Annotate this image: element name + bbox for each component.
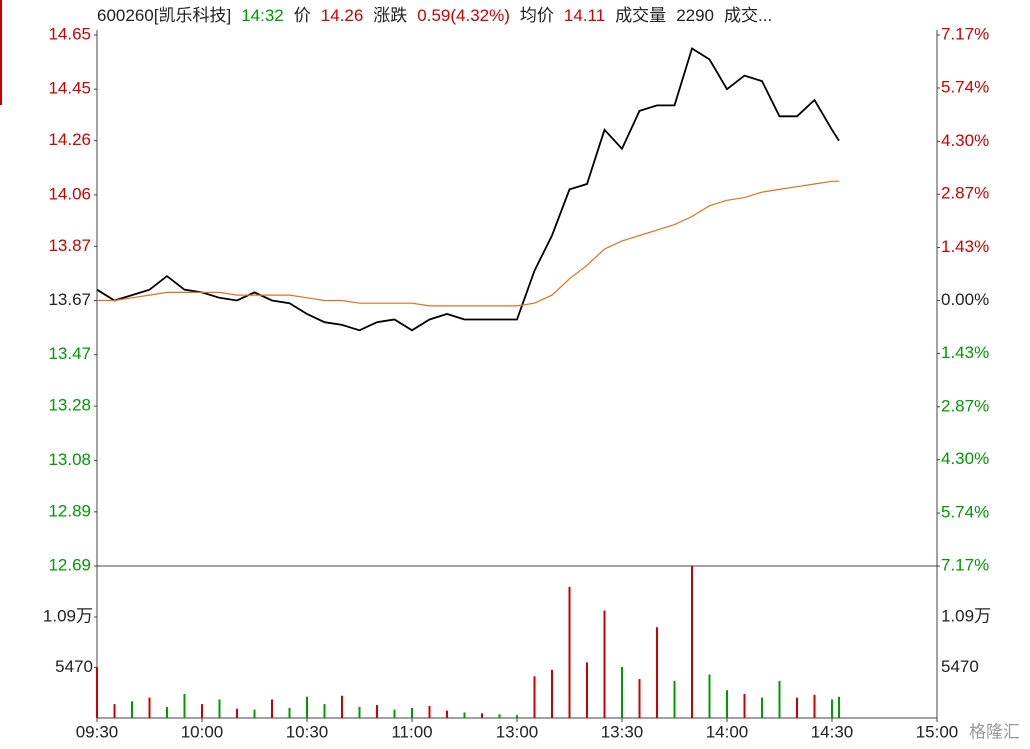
volume-tick-label: 5470 xyxy=(941,657,979,676)
volume-bar xyxy=(586,662,588,718)
volume-tick-label: 1.09万 xyxy=(43,607,93,626)
volume-bar xyxy=(113,704,116,718)
y2-tick-label: 7.17% xyxy=(941,555,989,574)
y-tick-label: 14.06 xyxy=(48,184,91,203)
y-tick-label: 12.69 xyxy=(48,555,91,574)
header: 600260[凯乐科技] 14:32 价 14.26 涨跌 0.59(4.32%) 均价 14… xyxy=(97,6,772,25)
volume-bar xyxy=(481,713,483,718)
y-tick-label: 13.08 xyxy=(48,450,91,469)
y2-tick-label: 1.43% xyxy=(941,237,989,256)
y-tick-label: 14.26 xyxy=(48,130,91,149)
volume-bar xyxy=(603,610,606,718)
volume-bar xyxy=(498,714,501,718)
x-tick-label: 15:00 xyxy=(916,722,959,741)
header-item: 0.59(4.32%) xyxy=(417,6,510,25)
volume-bar xyxy=(166,706,168,718)
volume-bar xyxy=(236,708,238,718)
header-item: 2290 xyxy=(676,6,714,25)
volume-bar xyxy=(393,709,396,718)
y-tick-label: 13.87 xyxy=(48,236,91,255)
y2-tick-label: 5.74% xyxy=(941,77,989,96)
volume-bar xyxy=(376,705,378,718)
volume-bar xyxy=(323,704,326,718)
header-item: 成交... xyxy=(724,6,772,25)
volume-bar xyxy=(96,667,98,718)
y2-tick-label: 5.74% xyxy=(941,503,989,522)
volume-bar xyxy=(761,697,763,718)
volume-bar xyxy=(288,707,291,718)
volume-bar xyxy=(341,695,343,718)
volume-bar xyxy=(218,699,221,718)
x-tick-label: 14:00 xyxy=(706,722,749,741)
volume-bar xyxy=(516,715,518,718)
header-item: 成交量 xyxy=(615,6,666,25)
volume-bar xyxy=(673,680,676,718)
volume-bar xyxy=(201,704,203,718)
volume-bar xyxy=(306,696,308,718)
volume-bar xyxy=(271,699,273,718)
y2-tick-label: 4.30% xyxy=(941,131,989,150)
x-tick-label: 09:30 xyxy=(76,722,119,741)
volume-bar xyxy=(743,693,746,718)
y2-tick-label: 0.00% xyxy=(941,290,989,309)
header-item: 600260[凯乐科技] xyxy=(97,6,231,25)
volume-bar xyxy=(708,674,711,718)
volume-bar xyxy=(778,680,781,718)
y2-tick-label: 2.87% xyxy=(941,396,989,415)
x-tick-label: 10:00 xyxy=(181,722,224,741)
header-item: 14.26 xyxy=(321,6,364,25)
volume-bar xyxy=(691,566,693,718)
y-tick-label: 14.45 xyxy=(48,79,91,98)
x-tick-label: 11:00 xyxy=(391,722,432,741)
volume-bar xyxy=(358,706,361,718)
header-item: 14.11 xyxy=(564,6,605,25)
volume-bar xyxy=(838,696,840,718)
volume-bar xyxy=(568,586,571,718)
x-tick-label: 10:30 xyxy=(286,722,329,741)
volume-bar xyxy=(551,669,553,718)
volume-tick-label: 5470 xyxy=(55,657,93,676)
y2-tick-label: 4.30% xyxy=(941,449,989,468)
volume-tick-label: 1.09万 xyxy=(941,607,991,626)
price-line xyxy=(97,180,839,307)
y2-tick-label: 7.17% xyxy=(941,24,989,43)
volume-bar xyxy=(621,667,623,718)
volume-bar xyxy=(533,676,536,718)
y2-tick-label: 2.87% xyxy=(941,184,989,203)
volume-bar xyxy=(638,679,641,718)
volume-bar xyxy=(446,710,448,718)
volume-bar xyxy=(656,627,658,718)
volume-bar xyxy=(463,712,466,718)
header-item: 均价 xyxy=(520,6,554,25)
watermark: 格隆汇 xyxy=(969,722,1020,741)
y2-tick-label: 1.43% xyxy=(941,343,989,362)
header-item: 价 xyxy=(294,6,311,25)
x-tick-label: 14:30 xyxy=(811,722,854,741)
volume-bar xyxy=(813,694,816,718)
y-tick-label: 13.28 xyxy=(48,396,91,415)
volume-bar xyxy=(831,699,833,718)
y-tick-label: 13.67 xyxy=(48,290,91,309)
volume-bar xyxy=(411,707,413,718)
header-item: 14:32 xyxy=(241,6,284,25)
y-tick-label: 13.47 xyxy=(48,344,91,363)
volume-bar xyxy=(131,701,133,718)
x-tick-label: 13:30 xyxy=(601,722,644,741)
volume-bar xyxy=(428,705,431,718)
y-tick-label: 12.89 xyxy=(48,501,91,520)
volume-bar xyxy=(183,693,186,718)
header-item: 涨跌 xyxy=(373,6,407,25)
y-tick-label: 14.65 xyxy=(48,24,91,43)
volume-bar xyxy=(253,709,256,718)
price-line xyxy=(96,47,840,332)
volume-bar xyxy=(148,697,151,718)
volume-bar xyxy=(796,697,798,718)
x-tick-label: 13:00 xyxy=(496,722,539,741)
volume-bar xyxy=(726,690,728,718)
